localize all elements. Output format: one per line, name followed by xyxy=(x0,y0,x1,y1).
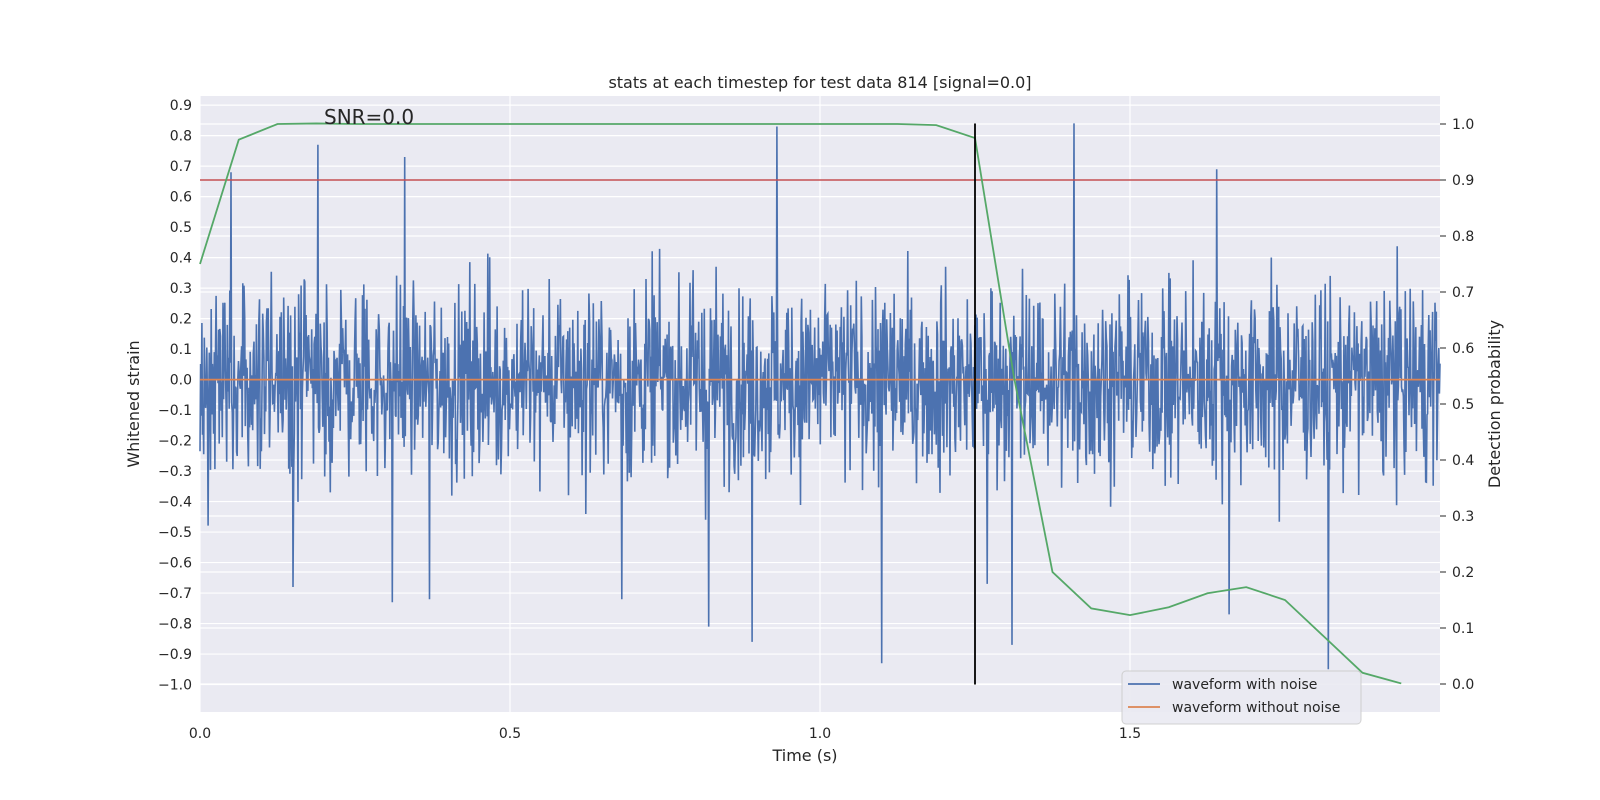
y-tick-label: −0.7 xyxy=(158,586,192,602)
y2-tick-label: 1.0 xyxy=(1452,117,1474,133)
x-tick-label: 0.5 xyxy=(499,726,521,742)
y-tick-label: 0.9 xyxy=(170,98,192,114)
y2-tick-label: 0.6 xyxy=(1452,341,1474,357)
y-tick-label: −0.2 xyxy=(158,434,192,450)
legend: waveform with noise waveform without noi… xyxy=(1121,670,1362,725)
legend-label-clean: waveform without noise xyxy=(1172,700,1340,716)
x-tick-label: 0.0 xyxy=(189,726,211,742)
x-tick-labels: 0.0 0.5 1.0 1.5 xyxy=(189,726,1141,742)
y2-tick-labels: 1.0 0.9 0.8 0.7 0.6 0.5 0.4 0.3 0.2 0.1 0.0 xyxy=(1440,117,1474,693)
y2-tick-label: 0.7 xyxy=(1452,285,1474,301)
y-tick-labels: 0.9 0.8 0.7 0.6 0.5 0.4 0.3 0.2 0.1 0.0 −0.1 −0.2 −0… xyxy=(158,98,192,693)
y-tick-label: −0.5 xyxy=(158,525,192,541)
y2-tick-label: 0.9 xyxy=(1452,173,1474,189)
x-axis-title: Time (s) xyxy=(771,746,837,765)
y-tick-label: −0.8 xyxy=(158,617,192,633)
y-tick-label: 0.3 xyxy=(170,281,192,297)
y-tick-label: −0.6 xyxy=(158,556,192,572)
y-tick-label: 0.0 xyxy=(170,373,192,389)
legend-box xyxy=(1121,670,1362,725)
y2-tick-label: 0.4 xyxy=(1452,453,1474,469)
y-axis-title: Whitened strain xyxy=(124,340,143,467)
series-layer xyxy=(199,122,1441,685)
y-tick-label: −0.9 xyxy=(158,647,192,663)
y-tick-label: 0.1 xyxy=(170,342,192,358)
y2-tick-label: 0.3 xyxy=(1452,509,1474,525)
y-tick-label: 0.5 xyxy=(170,220,192,236)
x-tick-label: 1.5 xyxy=(1119,726,1141,742)
y2-axis-title: Detection probability xyxy=(1485,320,1504,488)
legend-label-noise: waveform with noise xyxy=(1172,677,1317,693)
y-tick-label: −1.0 xyxy=(158,678,192,694)
y-tick-label: 0.7 xyxy=(170,159,192,175)
series-line-detection-probability xyxy=(199,122,1402,685)
y-tick-label: 0.4 xyxy=(170,251,192,267)
y2-tick-label: 0.2 xyxy=(1452,565,1474,581)
y-tick-label: 0.8 xyxy=(170,129,192,145)
y2-tick-label: 0.0 xyxy=(1452,677,1474,693)
x-tick-label: 1.0 xyxy=(809,726,831,742)
y-tick-label: −0.3 xyxy=(158,464,192,480)
y-tick-label: 0.6 xyxy=(170,190,192,206)
y2-tick-label: 0.8 xyxy=(1452,229,1474,245)
y-tick-label: −0.1 xyxy=(158,403,192,419)
y-tick-label: −0.4 xyxy=(158,495,192,511)
chart-title: stats at each timestep for test data 814… xyxy=(608,73,1031,92)
snr-annotation: SNR=0.0 xyxy=(324,105,414,129)
y2-tick-label: 0.5 xyxy=(1452,397,1474,413)
y-tick-label: 0.2 xyxy=(170,312,192,328)
y2-tick-label: 0.1 xyxy=(1452,621,1474,637)
series-line-noise xyxy=(199,123,1441,670)
